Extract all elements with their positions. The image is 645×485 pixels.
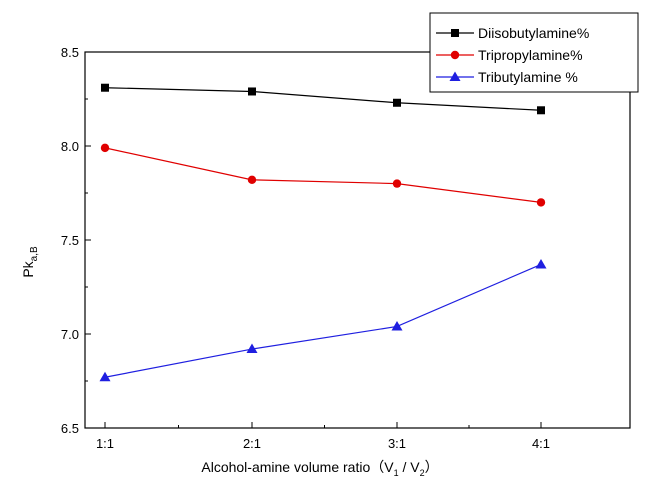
y-tick-label: 8.0	[61, 139, 79, 154]
legend-label-diisobutylamine: Diisobutylamine%	[478, 25, 589, 41]
legend-marker-tributylamine	[449, 71, 461, 81]
ticks-layer: 6.5 7.0 7.5 8.0 8.5 1:1 2:1 3:1 4:1	[61, 45, 550, 451]
y-axis-title-main: Pk	[20, 260, 36, 277]
x-tick-label: 1:1	[96, 436, 114, 451]
data-point-tributylamine	[535, 258, 547, 269]
legend-label-tributylamine: Tributylamine %	[478, 69, 578, 85]
data-point-tripropylamine	[100, 143, 110, 153]
legend: Diisobutylamine% Tripropylamine% Tributyla…	[429, 12, 639, 93]
data-point-diisobutylamine	[101, 83, 109, 92]
data-point-diisobutylamine	[248, 87, 256, 96]
legend-marker-diisobutylamine	[451, 29, 459, 37]
plot-frame	[84, 51, 631, 429]
x-tick-label: 4:1	[532, 436, 550, 451]
data-point-diisobutylamine	[537, 106, 545, 115]
data-point-tributylamine	[99, 371, 111, 382]
series-line-tributylamine	[104, 263, 542, 378]
x-axis-title-mid: / V	[399, 459, 421, 475]
x-tick-label: 3:1	[388, 436, 406, 451]
x-axis-title-sub1: 1	[394, 468, 399, 478]
data-point-tributylamine	[246, 343, 258, 354]
y-tick-label: 7.0	[61, 327, 79, 342]
legend-box	[429, 12, 639, 93]
data-point-tripropylamine	[536, 198, 546, 207]
data-point-tripropylamine	[392, 179, 402, 188]
series-line-tripropylamine	[104, 147, 542, 203]
data-point-tripropylamine	[247, 175, 257, 185]
y-tick-label: 8.5	[61, 45, 79, 60]
x-axis-title-sub2: 2	[420, 468, 425, 478]
legend-marker-tripropylamine	[450, 50, 460, 60]
legend-entries: Diisobutylamine% Tripropylamine% Tributyla…	[436, 25, 589, 85]
x-tick-label: 2:1	[243, 436, 261, 451]
y-tick-label: 7.5	[61, 233, 79, 248]
y-tick-label: 6.5	[61, 421, 79, 436]
series-line-diisobutylamine	[104, 87, 542, 111]
x-axis-title-main: Alcohol-amine volume ratio（V	[201, 459, 394, 475]
x-axis-title: Alcohol-amine volume ratio（V1 / V2）	[201, 459, 438, 478]
data-point-tributylamine	[391, 320, 403, 331]
data-point-diisobutylamine	[393, 98, 401, 107]
series-layer	[99, 83, 547, 382]
x-axis-title-end: ）	[425, 459, 439, 475]
legend-label-tripropylamine: Tripropylamine%	[478, 47, 583, 63]
y-axis-title-sub: a,B	[29, 246, 40, 261]
y-axis-title: Pka,B	[20, 246, 40, 278]
